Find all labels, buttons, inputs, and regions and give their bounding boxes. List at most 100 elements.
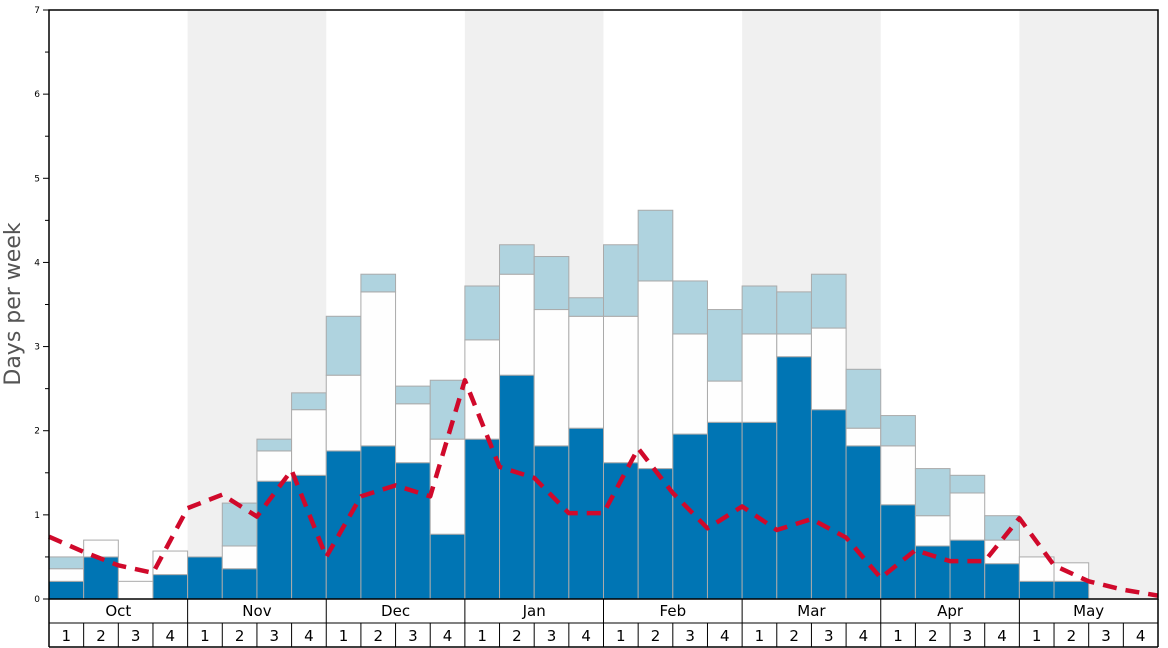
week-label: 3 bbox=[408, 627, 418, 645]
bar-light-18 bbox=[672, 280, 708, 335]
y-tick-label: 6 bbox=[34, 90, 40, 100]
bar-light-12 bbox=[464, 285, 501, 341]
week-label: 4 bbox=[720, 627, 730, 645]
month-label-dec: Dec bbox=[381, 602, 410, 620]
bar-white-10 bbox=[395, 403, 431, 464]
week-label: 3 bbox=[269, 627, 279, 645]
bar-dark-13 bbox=[499, 374, 535, 600]
bar-light-22 bbox=[810, 273, 847, 329]
bar-dark-11 bbox=[429, 533, 466, 600]
week-label: 2 bbox=[651, 627, 661, 645]
y-tick-label: 5 bbox=[34, 174, 40, 184]
bar-light-23 bbox=[845, 368, 882, 429]
axes: 0 1 2 3 4 5 6 7 Oct 1 2 3 4 Nov 1 2 3 4 Dec 1 2 3 4 Jan 1 2 3 4 Feb 1… bbox=[34, 6, 1159, 648]
week-label: 2 bbox=[373, 627, 383, 645]
bar-dark-29 bbox=[1053, 580, 1090, 600]
week-label: 4 bbox=[859, 627, 869, 645]
month-label-mar: Mar bbox=[797, 602, 826, 620]
bar-dark-21 bbox=[776, 356, 812, 600]
bar-white-15 bbox=[568, 315, 604, 429]
bar-white-17 bbox=[637, 280, 674, 470]
month-label-feb: Feb bbox=[660, 602, 687, 620]
bar-light-5 bbox=[221, 502, 258, 547]
y-tick-label: 1 bbox=[34, 511, 40, 521]
month-label-nov: Nov bbox=[242, 602, 271, 620]
bar-light-20 bbox=[741, 285, 778, 335]
month-label-jan: Jan bbox=[522, 602, 546, 620]
bar-dark-3 bbox=[152, 574, 189, 600]
bar-white-1 bbox=[83, 539, 119, 558]
bar-light-24 bbox=[880, 415, 916, 447]
bar-dark-20 bbox=[741, 421, 778, 600]
week-label: 4 bbox=[443, 627, 453, 645]
bar-dark-23 bbox=[845, 445, 882, 600]
bar-light-19 bbox=[706, 309, 743, 382]
week-label: 1 bbox=[1032, 627, 1042, 645]
bar-white-22 bbox=[810, 327, 847, 411]
bar-white-25 bbox=[914, 515, 951, 547]
week-label: 3 bbox=[963, 627, 973, 645]
week-label: 3 bbox=[547, 627, 557, 645]
bar-white-21 bbox=[776, 333, 812, 358]
bar-dark-10 bbox=[395, 462, 431, 600]
bar-light-16 bbox=[603, 244, 639, 317]
bar-light-17 bbox=[637, 209, 674, 282]
month-label-may: May bbox=[1073, 602, 1104, 620]
bar-light-9 bbox=[360, 273, 397, 293]
week-label: 4 bbox=[997, 627, 1007, 645]
y-axis-label: Days per week bbox=[1, 222, 26, 385]
y-tick-label: 3 bbox=[34, 343, 40, 353]
week-label: 1 bbox=[477, 627, 487, 645]
week-label: 3 bbox=[1101, 627, 1111, 645]
bar-white-23 bbox=[845, 427, 882, 447]
bar-dark-28 bbox=[1018, 580, 1055, 600]
bar-dark-14 bbox=[533, 445, 570, 600]
bar-light-14 bbox=[533, 256, 570, 311]
bar-white-18 bbox=[672, 333, 708, 435]
bar-light-7 bbox=[291, 392, 327, 411]
month-label-oct: Oct bbox=[105, 602, 131, 620]
bar-light-26 bbox=[949, 474, 986, 494]
week-label: 3 bbox=[685, 627, 695, 645]
week-label: 1 bbox=[893, 627, 903, 645]
week-label: 2 bbox=[96, 627, 106, 645]
y-tick-label: 2 bbox=[34, 427, 40, 437]
bar-white-26 bbox=[949, 492, 986, 541]
bar-light-15 bbox=[568, 297, 604, 317]
bar-light-0 bbox=[48, 556, 85, 570]
week-label: 2 bbox=[512, 627, 522, 645]
bars bbox=[48, 209, 1090, 600]
bar-light-8 bbox=[325, 315, 362, 376]
bar-white-9 bbox=[360, 291, 397, 447]
y-tick-label: 7 bbox=[34, 6, 40, 16]
month-label-apr: Apr bbox=[937, 602, 964, 620]
week-label: 4 bbox=[166, 627, 176, 645]
bar-light-13 bbox=[499, 244, 535, 275]
y-tick-label: 0 bbox=[34, 595, 40, 605]
bar-dark-18 bbox=[672, 433, 708, 600]
bar-dark-6 bbox=[256, 480, 293, 600]
bar-white-14 bbox=[533, 309, 570, 447]
week-label: 1 bbox=[616, 627, 626, 645]
bar-white-5 bbox=[221, 545, 258, 570]
bar-white-13 bbox=[499, 273, 535, 376]
line-series bbox=[48, 377, 1159, 598]
bar-white-20 bbox=[741, 333, 778, 423]
week-label: 3 bbox=[131, 627, 141, 645]
y-tick-label: 4 bbox=[34, 258, 40, 268]
bar-white-16 bbox=[603, 315, 639, 464]
week-label: 2 bbox=[789, 627, 799, 645]
bar-light-27 bbox=[984, 515, 1020, 541]
bar-dark-4 bbox=[187, 556, 223, 600]
bar-light-11 bbox=[429, 379, 466, 440]
bar-white-24 bbox=[880, 445, 916, 506]
bar-white-11 bbox=[429, 438, 466, 535]
bar-light-6 bbox=[256, 438, 293, 452]
bar-dark-27 bbox=[984, 563, 1020, 600]
week-label: 4 bbox=[304, 627, 314, 645]
bar-white-7 bbox=[291, 409, 327, 476]
bar-dark-7 bbox=[291, 474, 327, 600]
bar-white-19 bbox=[706, 380, 743, 423]
bar-white-2 bbox=[117, 580, 154, 600]
